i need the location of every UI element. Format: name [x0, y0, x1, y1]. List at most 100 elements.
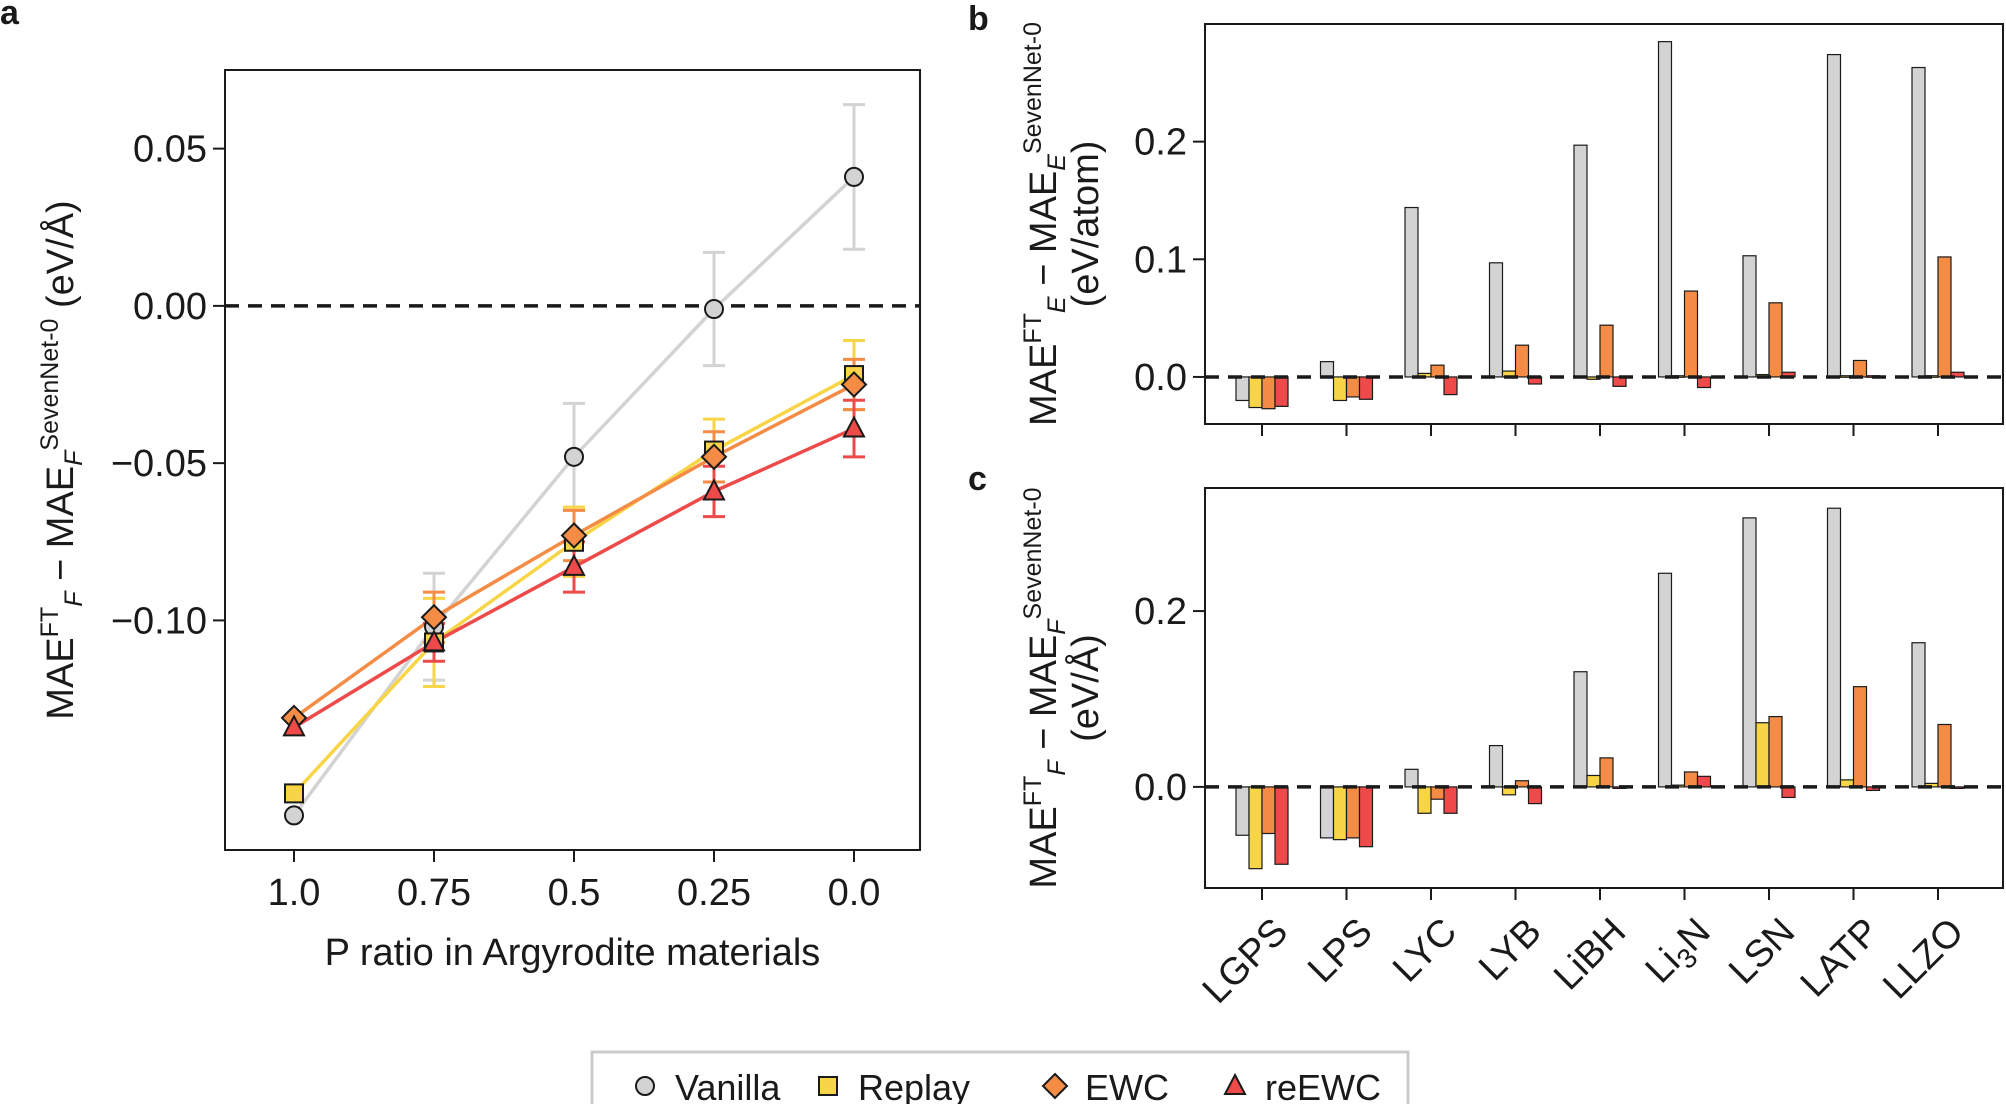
bar-replay-lsn [1755, 722, 1770, 788]
y-axis-label: MAEFTF − MAEFSevenNet-0(eV/Å) [1019, 487, 1107, 888]
bar-reewc-lyc [1443, 376, 1458, 396]
axis-label-part: F [1043, 759, 1071, 776]
legend-label-replay: Replay [858, 1067, 970, 1104]
bar-reewc-lps [1358, 376, 1374, 400]
data-point-reewc [842, 415, 866, 438]
bar-ewc-llzo [1937, 723, 1952, 788]
axis-label-part: SevenNet-0 [1019, 487, 1047, 619]
bar-ewc-lsn [1768, 302, 1783, 378]
axis-label-part: (eV/Å) [38, 200, 82, 318]
bar-replay-lgps [1248, 786, 1263, 870]
bar-vanilla-lsn [1742, 255, 1757, 378]
legend-marker-reewc [1223, 1072, 1247, 1095]
y-tick-label: 0.1 [1134, 239, 1187, 281]
y-axis-label-unit: (eV/Å) [1063, 634, 1107, 742]
plot-frame [1204, 23, 2004, 425]
category-label-lps: LPS [1300, 910, 1380, 990]
legend-marker-vanilla [635, 1076, 655, 1096]
y-axis-label: MAEFTE − MAEESevenNet-0(eV/atom) [1019, 22, 1107, 426]
axis-label-part: − MAE [1023, 635, 1065, 761]
axis-label-part: FT [1019, 776, 1047, 807]
axis-label-part: MAE [40, 637, 82, 719]
panel-letter-c: c [968, 460, 987, 498]
y-tick-label: 0.2 [1134, 122, 1187, 164]
axis-label-part: F [60, 590, 88, 607]
bar-replay-lps [1332, 376, 1348, 402]
bar-vanilla-latp [1826, 53, 1842, 378]
panel-a-line-chart: 0.05 0.00 −0.05 −0.10 1.0 0.75 0.5 0.25 0.0P rat… [36, 69, 921, 974]
bar-ewc-li3n [1683, 771, 1699, 788]
bar-vanilla-lps [1319, 361, 1335, 378]
x-tick-label: 1.0 [268, 872, 321, 914]
bar-vanilla-lyb [1488, 744, 1504, 788]
plot-frame [224, 69, 921, 851]
y-axis-label-unit: (eV/atom) [1065, 141, 1107, 308]
bar-replay-lyc [1417, 786, 1432, 814]
bar-ewc-llzo [1937, 256, 1952, 378]
data-point-reewc [562, 553, 586, 576]
bar-reewc-lps [1358, 786, 1374, 848]
legend-frame [590, 1050, 1410, 1104]
bar-ewc-lyc [1430, 786, 1445, 800]
axis-label-part: E [1043, 154, 1071, 171]
bar-vanilla-lsn [1742, 517, 1757, 788]
legend-label-ewc: EWC [1085, 1067, 1169, 1104]
bar-vanilla-llzo [1911, 642, 1926, 788]
y-axis-label-text: MAEFTE − MAEESevenNet-0 [1019, 22, 1071, 426]
data-point-reewc [422, 629, 446, 652]
axis-label-part: FT [1019, 313, 1047, 344]
legend-marker-replay [818, 1076, 838, 1096]
bar-ewc-lsn [1768, 715, 1783, 788]
data-point-ewc [840, 371, 868, 398]
bar-reewc-lyb [1527, 786, 1543, 805]
bar-reewc-llzo [1950, 371, 1965, 378]
bar-reewc-li3n [1696, 376, 1712, 389]
bar-ewc-li3n [1683, 290, 1699, 378]
category-label-libh: LiBH [1546, 910, 1634, 998]
bar-vanilla-lyc [1404, 768, 1419, 788]
y-tick-label: −0.05 [111, 443, 207, 485]
bar-ewc-lgps [1261, 376, 1276, 410]
plot-frame [1204, 487, 2004, 889]
panel-letter-b: b [968, 0, 989, 38]
axis-label-part: MAE [1023, 806, 1065, 888]
bar-ewc-latp [1852, 359, 1868, 378]
bar-ewc-lyc [1430, 364, 1445, 378]
axis-label-part: MAE [1023, 344, 1065, 426]
bar-ewc-lps [1345, 786, 1361, 839]
bar-replay-lps [1332, 786, 1348, 841]
bar-reewc-lgps [1274, 786, 1289, 865]
bar-ewc-lgps [1261, 786, 1276, 835]
panel-letter-a: a [0, 0, 20, 32]
bar-vanilla-lps [1319, 786, 1335, 839]
data-point-reewc [282, 714, 306, 737]
x-axis-label: P ratio in Argyrodite materials [325, 932, 821, 974]
data-point-ewc [700, 443, 728, 471]
bar-ewc-latp [1852, 686, 1868, 788]
bar-reewc-lyc [1443, 786, 1458, 814]
bar-vanilla-llzo [1911, 66, 1926, 378]
category-label-lgps: LGPS [1195, 910, 1296, 1011]
bar-ewc-lps [1345, 376, 1361, 398]
y-tick-label: −0.10 [111, 600, 207, 642]
category-label-latp: LATP [1793, 910, 1888, 1005]
data-point-vanilla [844, 166, 864, 187]
bar-vanilla-libh [1573, 144, 1588, 378]
bar-vanilla-lgps [1235, 786, 1250, 836]
axis-label-part: FT [36, 607, 64, 638]
data-point-vanilla [284, 805, 304, 826]
y-tick-label: 0.0 [1134, 767, 1187, 809]
bar-vanilla-lgps [1235, 376, 1250, 402]
x-tick-label: 0.5 [548, 872, 601, 914]
category-label-lsn: LSN [1721, 910, 1803, 992]
data-point-replay [284, 783, 304, 804]
axis-label-part: − MAE [1023, 171, 1065, 297]
y-tick-label: 0.05 [133, 129, 207, 171]
category-label-li3n: Li3N [1638, 910, 1723, 995]
data-point-reewc [702, 478, 726, 501]
y-axis-label-text: MAEFTF − MAEFSevenNet-0 (eV/Å) [36, 200, 88, 719]
x-tick-label: 0.25 [677, 872, 751, 914]
data-point-ewc [420, 603, 448, 631]
